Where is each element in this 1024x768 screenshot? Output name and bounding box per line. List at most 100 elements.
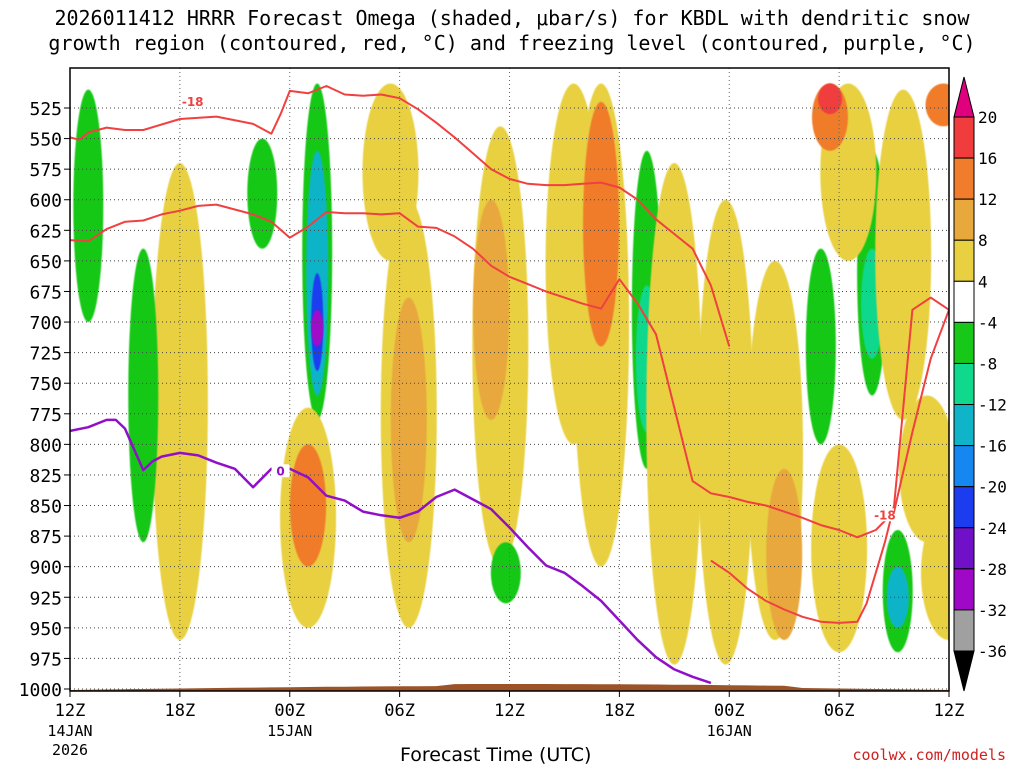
y-tick-label: 525	[29, 99, 62, 120]
y-tick-label: 875	[29, 527, 62, 548]
freezing-level-contour	[70, 418, 712, 685]
omega-shading-layer	[73, 83, 949, 665]
colorbar-box	[953, 527, 975, 570]
omega-cell	[247, 138, 278, 249]
omega-cell	[151, 163, 208, 641]
credit-link[interactable]: coolwx.com/models	[852, 746, 1006, 764]
omega-cell	[390, 297, 427, 543]
omega-cell	[921, 505, 949, 641]
colorbar-box	[953, 198, 975, 241]
colorbar-label: -36	[978, 642, 1007, 661]
omega-cell	[817, 83, 842, 115]
x-tick-label: 06Z	[824, 701, 855, 721]
colorbar-label: -8	[978, 354, 997, 373]
colorbar-label: 8	[978, 231, 988, 250]
colorbar-box	[953, 157, 975, 200]
colorbar-box	[953, 568, 975, 611]
omega-cell	[73, 89, 104, 323]
dgz-lower-contour	[70, 203, 949, 539]
omega-cell	[362, 83, 419, 261]
x-axis-title: Forecast Time (UTC)	[400, 744, 592, 766]
contour-layer: -18 -18 0	[70, 85, 949, 685]
y-tick-label: 550	[29, 130, 62, 151]
y-tick-label: 950	[29, 619, 62, 640]
omega-cell	[583, 101, 620, 347]
x-tick-date-label: 14JAN	[47, 722, 92, 740]
x-tick-label: 12Z	[494, 701, 525, 721]
colorbar-box	[953, 404, 975, 447]
omega-cell	[805, 248, 836, 445]
x-tick-label: 12Z	[55, 701, 86, 721]
colorbar-box	[953, 362, 975, 406]
dgz-right-contour	[710, 296, 949, 624]
x-tick-date-label: 16JAN	[707, 722, 752, 740]
omega-cell	[490, 542, 521, 604]
colorbar-box	[953, 486, 975, 529]
y-tick-label: 725	[29, 344, 62, 365]
colorbar-bottom-triangle	[953, 650, 975, 692]
colorbar-label: -16	[978, 437, 1007, 456]
omega-cell	[766, 468, 803, 641]
y-tick-label: 575	[29, 160, 62, 181]
y-tick-label: 600	[29, 191, 62, 212]
terrain-surface	[70, 684, 949, 691]
omega-cell	[697, 199, 754, 665]
chart-title-line2: growth region (contoured, red, °C) and f…	[48, 31, 976, 55]
dgz-lower-label: -18	[874, 508, 896, 522]
colorbar-label: 20	[978, 108, 997, 127]
omega-cell	[473, 199, 510, 420]
colorbar-top-triangle	[953, 76, 975, 118]
dgz-upper-label-bg	[183, 94, 202, 108]
dgz-upper-contour	[70, 85, 731, 347]
y-tick-label: 1000	[19, 680, 62, 701]
y-tick-label: 675	[29, 282, 62, 303]
colorbar-label: -28	[978, 560, 1007, 579]
x-tick-year-label: 2026	[52, 741, 88, 759]
freezing-level-label-bg	[271, 464, 290, 478]
y-tick-label: 975	[29, 649, 62, 670]
y-tick-label: 900	[29, 558, 62, 579]
dgz-upper-label: -18	[182, 95, 204, 109]
omega-cell	[875, 89, 932, 420]
colorbar-label: -4	[978, 313, 997, 332]
colorbar-label: -24	[978, 519, 1007, 538]
y-tick-label: 850	[29, 497, 62, 518]
colorbar-box	[953, 609, 975, 652]
x-tick-label: 06Z	[384, 701, 415, 721]
colorbar-label: -20	[978, 478, 1007, 497]
colorbar-label: -32	[978, 601, 1007, 620]
omega-cell	[311, 309, 324, 347]
freezing-level-label: 0	[276, 464, 284, 478]
colorbar-box	[953, 239, 975, 282]
omega-cell	[925, 83, 949, 127]
y-tick-label: 700	[29, 313, 62, 334]
colorbar-label: 12	[978, 190, 997, 209]
omega-cell	[290, 444, 327, 567]
dgz-lower-label-bg	[875, 508, 894, 522]
x-tick-label: 18Z	[165, 701, 196, 721]
colorbar-label: -12	[978, 396, 1007, 415]
x-tick-label: 00Z	[274, 701, 305, 721]
x-tick-label: 12Z	[934, 701, 965, 721]
terrain-layer	[70, 684, 949, 691]
grid-layer	[70, 68, 949, 691]
y-tick-label: 775	[29, 405, 62, 426]
chart-title-line1: 2026011412 HRRR Forecast Omega (shaded, …	[54, 6, 970, 30]
x-tick-label: 00Z	[714, 701, 745, 721]
y-tick-label: 650	[29, 252, 62, 273]
colorbar-label: 16	[978, 149, 997, 168]
omega-cell	[886, 566, 909, 628]
omega-cell	[128, 248, 159, 543]
y-tick-label: 750	[29, 374, 62, 395]
y-tick-label: 800	[29, 435, 62, 456]
colorbar-box	[953, 321, 975, 364]
colorbar-box	[953, 116, 975, 159]
y-axis: 525 550 575 600 625 650 675 700 725 750 775 800 825 8…	[19, 99, 70, 701]
colorbar-box	[953, 280, 975, 323]
x-tick-date-label: 15JAN	[267, 722, 312, 740]
y-tick-label: 625	[29, 221, 62, 242]
colorbar: 20 16 12 8 4 -4 -8 -12 -16 -20 -24 -28 -32 -36	[953, 76, 1007, 692]
colorbar-label: 4	[978, 272, 988, 291]
